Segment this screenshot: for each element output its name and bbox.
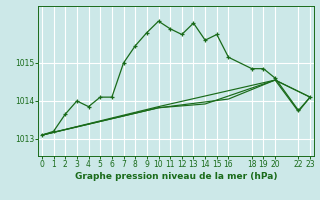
X-axis label: Graphe pression niveau de la mer (hPa): Graphe pression niveau de la mer (hPa) [75,172,277,181]
